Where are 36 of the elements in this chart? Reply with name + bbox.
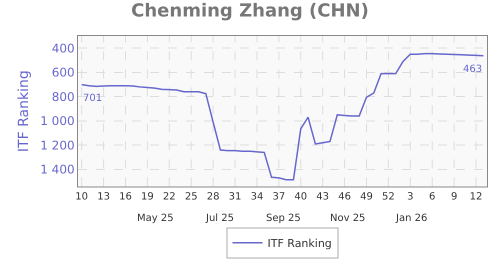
x-tick-label: 28 bbox=[206, 191, 220, 202]
x-tick-label: 49 bbox=[360, 191, 373, 202]
x-tick-label: 52 bbox=[382, 191, 395, 202]
x-tick-label: 46 bbox=[338, 191, 351, 202]
text: Nov 25 bbox=[330, 213, 366, 224]
x-tick-label: 19 bbox=[141, 191, 154, 202]
x-tick-label: 10 bbox=[75, 191, 88, 202]
y-axis-title: ITF Ranking bbox=[16, 70, 32, 152]
text: Jul 25 bbox=[205, 213, 234, 224]
x-tick-label: 12 bbox=[470, 191, 482, 202]
y-tick-label: 400 bbox=[52, 41, 75, 56]
data-label: 463 bbox=[463, 64, 482, 75]
x-tick-label: 43 bbox=[316, 191, 330, 202]
y-tick-label: 1 000 bbox=[40, 114, 75, 128]
x-tick-label: 22 bbox=[162, 191, 176, 202]
x-tick-label: 9 bbox=[450, 191, 458, 202]
chart-title: Chenming Zhang (CHN) bbox=[131, 0, 369, 22]
data-label: 701 bbox=[83, 93, 102, 104]
x-tick-label: 6 bbox=[429, 191, 436, 202]
x-tick-label: 3 bbox=[407, 191, 414, 202]
legend-label: ITF Ranking bbox=[268, 237, 332, 250]
text: Jan 26 bbox=[395, 213, 428, 224]
y-tick-label: 600 bbox=[52, 66, 75, 80]
y-tick-label: 1 200 bbox=[40, 138, 75, 152]
x-tick-label: 34 bbox=[250, 191, 264, 202]
x-tick-label: 16 bbox=[119, 191, 132, 202]
text: May 25 bbox=[137, 213, 174, 224]
text: Sep 25 bbox=[266, 213, 301, 224]
line-series bbox=[80, 52, 484, 180]
y-tick-label: 1 400 bbox=[40, 162, 75, 177]
x-tick-label: 40 bbox=[294, 191, 308, 202]
x-tick-label: 31 bbox=[228, 191, 242, 202]
x-tick-label: 13 bbox=[97, 191, 110, 202]
x-tick-label: 37 bbox=[272, 191, 286, 202]
x-tick-label: 25 bbox=[184, 191, 198, 202]
y-tick-label: 800 bbox=[52, 90, 75, 104]
